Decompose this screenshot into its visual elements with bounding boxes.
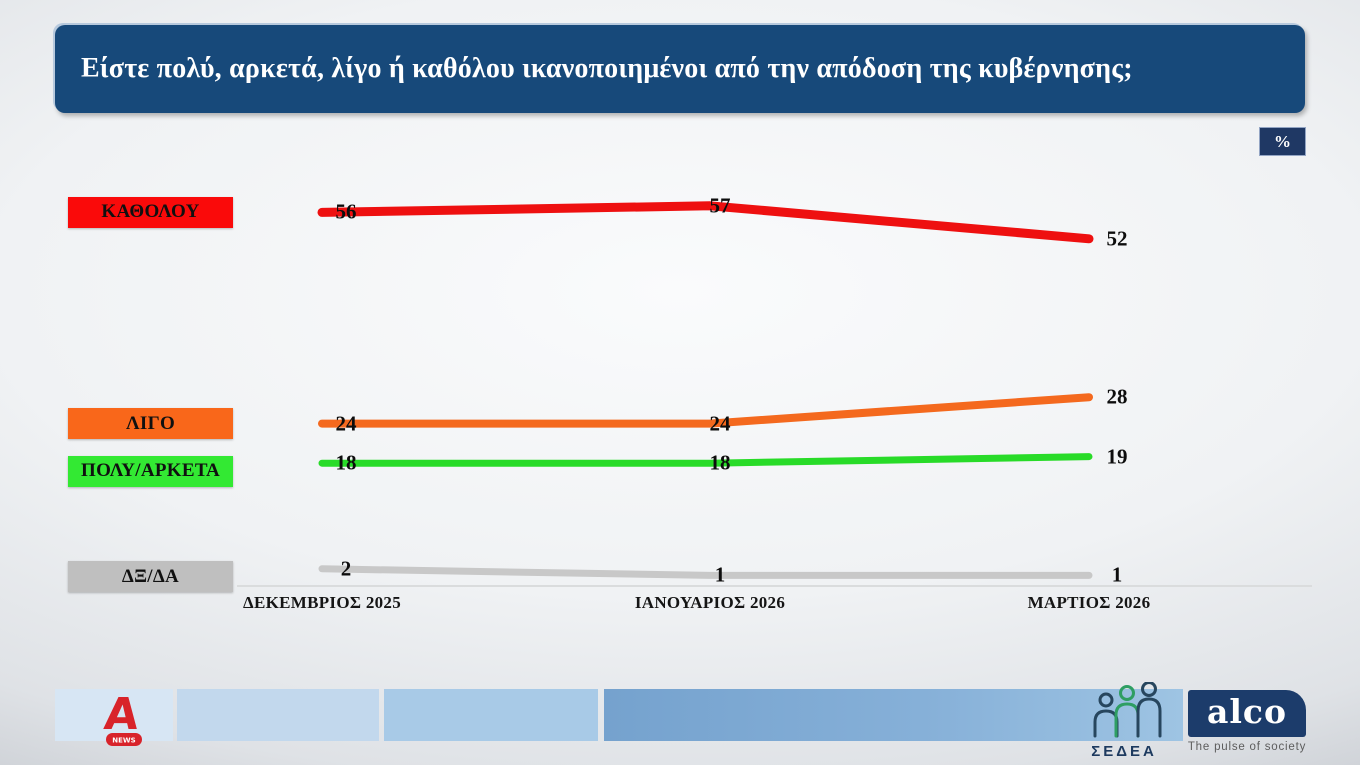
alpha-news-badge: NEWS <box>112 737 135 745</box>
data-label: 18 <box>335 450 357 475</box>
legend-item-0: ΚΑΘΟΛΟΥ <box>68 196 233 228</box>
legend-item-1: ΛΙΓΟ <box>68 408 233 440</box>
sedea-logo: ΣΕΔΕΑ <box>1078 681 1170 760</box>
x-axis-label: ΜΑΡΤΙΟΣ 2026 <box>1027 593 1151 612</box>
series-line-1 <box>318 393 1093 428</box>
data-label: 56 <box>335 199 357 224</box>
percent-badge: % <box>1259 127 1306 156</box>
legend-item-2: ΠΟΛΥ/ΑΡΚΕΤΑ <box>68 455 233 487</box>
alpha-news-pill <box>106 733 142 746</box>
sedea-people-icon <box>1093 681 1162 738</box>
footer-segment-3 <box>384 689 598 741</box>
series-line-2 <box>318 453 1093 467</box>
series-line-0 <box>317 201 1094 244</box>
data-label: 24 <box>709 411 731 436</box>
question-title-bar: Είστε πολύ, αρκετά, λίγο ή καθόλου ικανο… <box>55 25 1305 113</box>
data-label: 24 <box>335 411 357 436</box>
alpha-news-logo: A NEWS <box>102 691 142 746</box>
data-label: 2 <box>340 556 352 581</box>
question-title: Είστε πολύ, αρκετά, λίγο ή καθόλου ικανο… <box>81 53 1133 84</box>
alco-tagline: The pulse of society <box>1187 741 1307 753</box>
footer-segment-2 <box>177 689 379 741</box>
data-label: 1 <box>714 562 726 587</box>
data-label: 52 <box>1106 226 1128 251</box>
legend-item-3: ΔΞ/ΔΑ <box>68 561 233 593</box>
data-label: 57 <box>709 193 731 218</box>
footer-segment-alpha <box>55 689 173 741</box>
data-label: 18 <box>709 450 731 475</box>
x-axis-line <box>237 585 1312 587</box>
sedea-label: ΣΕΔΕΑ <box>1091 743 1157 760</box>
x-axis-label: ΙΑΝΟΥΑΡΙΟΣ 2026 <box>634 593 786 612</box>
alco-logo: alco <box>1188 690 1306 737</box>
series-line-3 <box>318 565 1093 579</box>
data-label: 28 <box>1106 384 1128 409</box>
data-label: 1 <box>1111 562 1123 587</box>
alpha-a-icon: A <box>102 691 141 740</box>
footer-segment-4 <box>604 689 1183 741</box>
alco-wordmark: alco <box>1206 692 1288 731</box>
x-axis-label: ΔΕΚΕΜΒΡΙΟΣ 2025 <box>242 593 402 612</box>
data-label: 19 <box>1106 444 1128 469</box>
